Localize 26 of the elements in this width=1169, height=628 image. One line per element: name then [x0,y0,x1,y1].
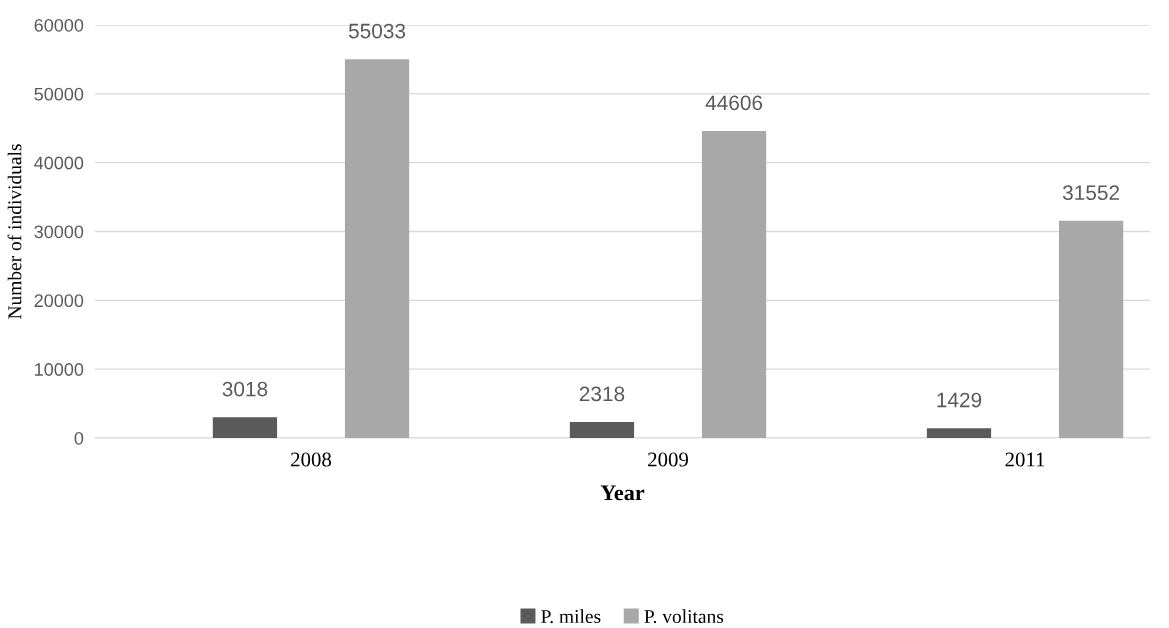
data-label: 2318 [579,386,625,402]
x-tick-label: 2008 [291,452,332,467]
y-axis-title: Number of individuals [7,144,22,319]
bar [569,422,635,438]
y-tick-label: 0 [74,431,84,445]
data-label: 44606 [705,95,763,111]
bar [926,428,992,438]
data-label: 31552 [1062,185,1120,201]
y-tick-label: 40000 [34,156,84,170]
x-tick-label: 2011 [1005,452,1045,467]
bar [701,130,767,438]
legend-label: P. miles [541,609,601,624]
bar [212,417,278,438]
bar [1058,220,1124,438]
y-tick-label: 20000 [34,294,84,308]
y-tick-label: 30000 [34,225,84,239]
x-axis-title: Year [600,485,645,501]
bar [344,59,410,438]
x-tick-label: 2009 [648,452,688,467]
data-label: 1429 [937,392,982,408]
data-label: 3018 [222,381,268,397]
y-tick-label: 60000 [34,18,84,32]
y-tick-label: 10000 [35,363,84,376]
data-label: 55033 [348,23,406,39]
legend-label: P. volitans [644,609,724,624]
y-tick-label: 50000 [34,87,84,101]
